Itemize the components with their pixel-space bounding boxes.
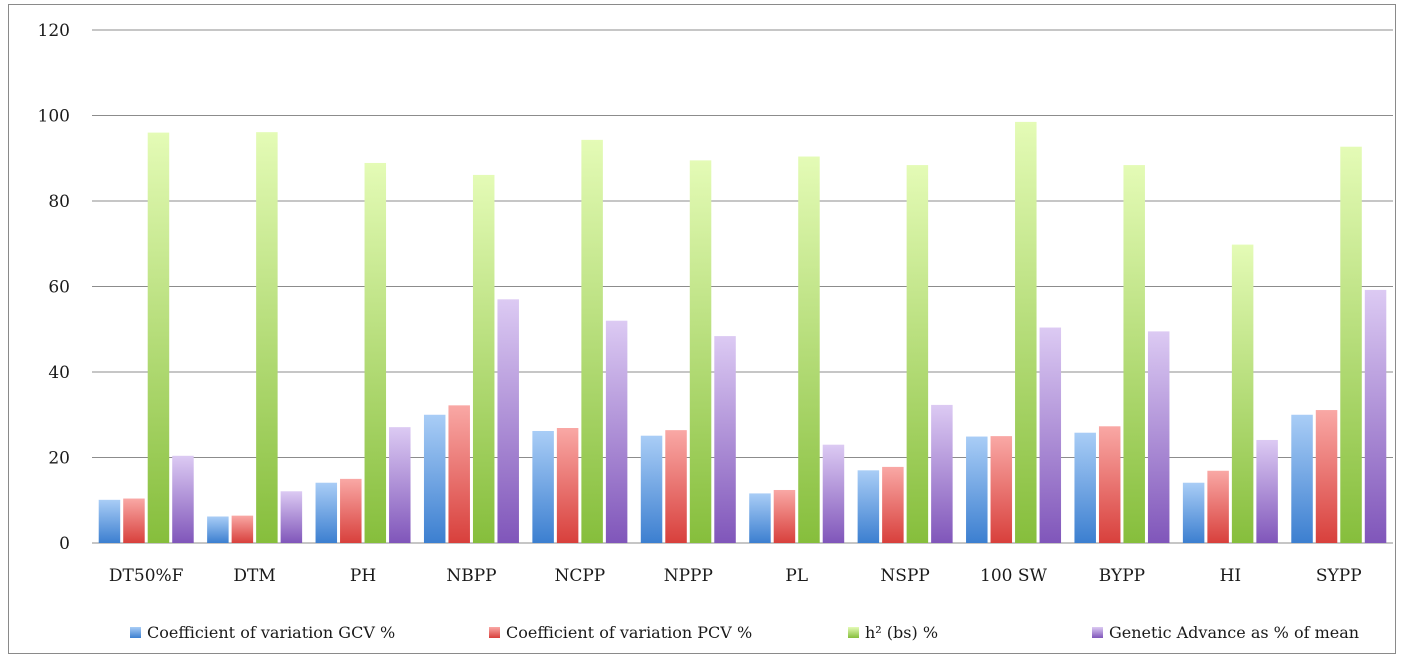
bar-ncpp-series-4 bbox=[605, 320, 628, 543]
bar-nspp-series-3 bbox=[906, 165, 929, 543]
x-tick-label: DTM bbox=[233, 566, 275, 586]
bar-nppp-series-4 bbox=[714, 336, 736, 543]
legend-swatch bbox=[848, 627, 859, 638]
bar-nbpp-series-2 bbox=[448, 405, 470, 543]
x-tick-label: BYPP bbox=[1099, 566, 1145, 586]
y-tick-label: 100 bbox=[38, 107, 70, 127]
bar-hi-series-2 bbox=[1207, 470, 1229, 543]
legend-swatch bbox=[130, 627, 141, 638]
bar-100-sw-series-4 bbox=[1039, 327, 1062, 543]
x-tick-label: PH bbox=[350, 566, 376, 586]
bar-nppp-series-3 bbox=[689, 160, 712, 543]
legend-label: h² (bs) % bbox=[865, 623, 938, 642]
bar-dtm-series-1 bbox=[207, 516, 229, 543]
bar-dtm-series-4 bbox=[280, 491, 303, 543]
x-tick-label: PL bbox=[785, 566, 808, 586]
legend-label: Genetic Advance as % of mean bbox=[1109, 623, 1359, 642]
bars bbox=[98, 121, 1387, 544]
bar-nppp-series-1 bbox=[640, 435, 663, 543]
bar-ph-series-4 bbox=[389, 427, 411, 543]
bar-sypp-series-3 bbox=[1340, 146, 1362, 543]
bar-100-sw-series-1 bbox=[966, 436, 988, 543]
legend-label: Coefficient of variation PCV % bbox=[506, 623, 752, 642]
x-tick-label: HI bbox=[1220, 566, 1242, 586]
x-tick-label: NSPP bbox=[880, 566, 929, 586]
bar-ncpp-series-3 bbox=[581, 139, 603, 543]
gridlines bbox=[92, 29, 1393, 544]
bar-dtm-series-2 bbox=[231, 515, 254, 543]
bar-bypp-series-3 bbox=[1123, 165, 1145, 543]
bar-hi-series-1 bbox=[1182, 482, 1205, 543]
bar-bypp-series-1 bbox=[1074, 432, 1096, 543]
bar-sypp-series-1 bbox=[1291, 414, 1313, 543]
bar-bypp-series-2 bbox=[1098, 426, 1121, 543]
bar-sypp-series-4 bbox=[1364, 289, 1387, 543]
bar-ncpp-series-1 bbox=[532, 430, 554, 543]
bar-pl-series-1 bbox=[749, 493, 771, 543]
legend: Coefficient of variation GCV % Coefficien… bbox=[130, 623, 1359, 642]
y-tick-label: 20 bbox=[48, 449, 70, 469]
bar-dt50-f-series-2 bbox=[123, 498, 145, 543]
bar-ph-series-2 bbox=[340, 478, 362, 543]
x-tick-label: NBPP bbox=[446, 566, 496, 586]
y-axis: 0 20 40 60 80 100 120 bbox=[38, 21, 70, 554]
x-tick-label: NPPP bbox=[664, 566, 713, 586]
y-tick-label: 40 bbox=[48, 363, 70, 383]
x-tick-label: DT50%F bbox=[109, 566, 184, 586]
bar-100-sw-series-3 bbox=[1015, 121, 1037, 543]
x-tick-label: 100 SW bbox=[980, 566, 1047, 586]
bar-nppp-series-2 bbox=[665, 430, 687, 543]
bar-sypp-series-2 bbox=[1315, 410, 1338, 543]
y-tick-label: 120 bbox=[38, 21, 70, 41]
bar-ph-series-1 bbox=[315, 482, 338, 543]
x-axis: DT50%F DTM PH NBPP NCPP NPPP PL NSPP 100 SW BYPP H… bbox=[109, 566, 1362, 586]
bar-bypp-series-4 bbox=[1147, 331, 1170, 543]
y-tick-label: 80 bbox=[48, 192, 70, 212]
bar-dtm-series-3 bbox=[256, 132, 278, 544]
bar-dt50-f-series-4 bbox=[172, 455, 194, 543]
bar-nspp-series-2 bbox=[882, 466, 904, 543]
bar-pl-series-2 bbox=[773, 489, 796, 543]
bar-dt50-f-series-1 bbox=[98, 499, 121, 543]
bar-nbpp-series-1 bbox=[423, 414, 446, 543]
bar-ncpp-series-2 bbox=[556, 428, 579, 543]
bar-nspp-series-1 bbox=[857, 470, 880, 543]
bar-ph-series-3 bbox=[364, 162, 387, 543]
x-tick-label: SYPP bbox=[1316, 566, 1362, 586]
bar-100-sw-series-2 bbox=[990, 436, 1013, 543]
x-tick-label: NCPP bbox=[554, 566, 605, 586]
bar-pl-series-3 bbox=[798, 156, 820, 544]
bar-nspp-series-4 bbox=[931, 404, 953, 543]
bar-hi-series-3 bbox=[1231, 244, 1254, 544]
legend-label: Coefficient of variation GCV % bbox=[147, 623, 395, 642]
legend-swatch bbox=[489, 627, 500, 638]
legend-swatch bbox=[1092, 627, 1103, 638]
bar-nbpp-series-4 bbox=[497, 299, 519, 543]
bar-hi-series-4 bbox=[1256, 439, 1278, 543]
bar-pl-series-4 bbox=[822, 444, 845, 543]
y-tick-label: 0 bbox=[59, 534, 70, 554]
bar-dt50-f-series-3 bbox=[147, 132, 170, 543]
y-tick-label: 60 bbox=[48, 278, 70, 298]
bar-nbpp-series-3 bbox=[472, 174, 495, 544]
